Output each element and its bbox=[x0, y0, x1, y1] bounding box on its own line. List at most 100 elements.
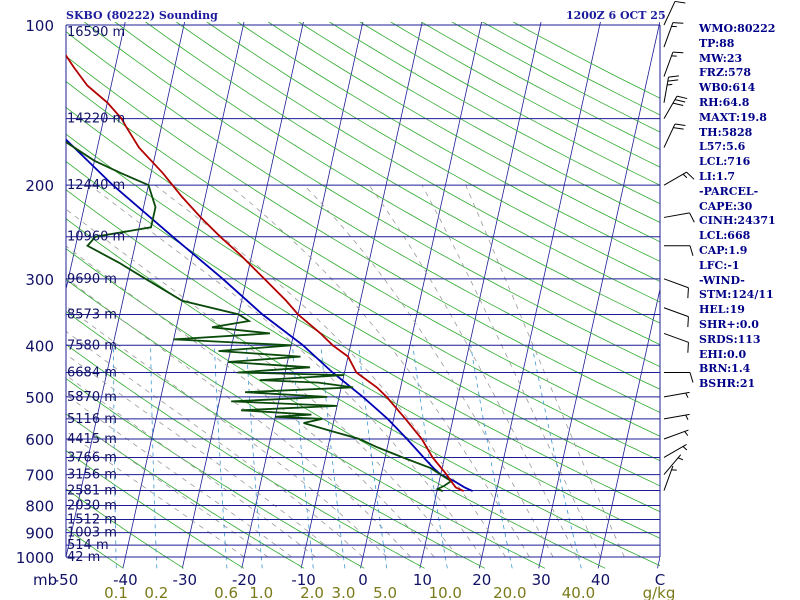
mixing-ratio-line bbox=[358, 345, 388, 569]
wind-barb-flag bbox=[672, 22, 684, 24]
dry-adiabat-line bbox=[66, 343, 425, 569]
wind-barb-flag bbox=[687, 342, 689, 353]
dry-adiabat-line bbox=[66, 160, 660, 513]
stat-line: HEL:19 bbox=[699, 303, 745, 317]
wind-barb bbox=[663, 22, 684, 48]
stat-line: L57:5.6 bbox=[699, 140, 746, 154]
isotherm-line bbox=[66, 22, 126, 291]
wind-barb bbox=[663, 454, 684, 475]
wind-barb bbox=[663, 95, 688, 119]
height-label: 2030 m bbox=[67, 498, 117, 513]
stat-line: SRDS:113 bbox=[699, 332, 761, 346]
wind-barb-staff bbox=[663, 22, 674, 48]
dry-adiabat-line bbox=[206, 22, 660, 282]
mixing-ratio-line bbox=[292, 345, 314, 569]
temperature-trace bbox=[66, 53, 465, 492]
wind-barb-staff bbox=[663, 413, 690, 420]
dry-adiabat-line bbox=[114, 22, 660, 346]
moist-adiabat-line bbox=[89, 184, 483, 558]
wind-barb-half-flag bbox=[677, 457, 684, 461]
wind-barb bbox=[663, 465, 677, 491]
mixing-ratio-line bbox=[412, 345, 448, 569]
wind-barb-staff bbox=[663, 77, 670, 103]
isotherm-line bbox=[300, 22, 423, 569]
dry-adiabat-line bbox=[66, 278, 546, 569]
stat-line: SHR+:0.0 bbox=[699, 317, 759, 331]
moist-adiabat-line bbox=[303, 184, 554, 558]
isotherm-line bbox=[360, 22, 483, 569]
height-label: 4415 m bbox=[67, 432, 117, 447]
mixing-ratio-line bbox=[213, 345, 228, 569]
wind-barb bbox=[663, 75, 679, 103]
height-label: 1003 m bbox=[67, 526, 117, 541]
valid-time: 1200Z 6 OCT 25 bbox=[566, 9, 666, 22]
temperature-tick-label: 40 bbox=[591, 571, 610, 589]
sounding-indices-panel: WMO:80222 TP:88 MW:23 FRZ:578 WB0:614 RH:64.8… bbox=[699, 22, 800, 392]
dry-adiabat-line bbox=[175, 22, 660, 303]
wind-barb-flag bbox=[686, 171, 695, 180]
isotherm-line bbox=[419, 22, 542, 569]
height-label: 16590 m bbox=[67, 25, 125, 40]
dry-adiabat-line bbox=[66, 55, 660, 413]
mixing-ratio-label: 3.0 bbox=[332, 584, 356, 600]
isotherm-line bbox=[478, 22, 601, 569]
wind-barb-flag bbox=[676, 95, 688, 100]
wind-barb-half-flag bbox=[682, 446, 688, 451]
pressure-unit-label: mb bbox=[33, 571, 57, 589]
dry-adiabat-line bbox=[66, 218, 660, 567]
dry-adiabat-line bbox=[66, 310, 485, 569]
stat-line: LCL:668 bbox=[699, 229, 751, 243]
wind-barb-half-flag bbox=[685, 392, 689, 398]
wind-barb-half-flag bbox=[684, 431, 689, 436]
mixing-ratio-label: 0.6 bbox=[214, 584, 238, 600]
moist-adiabat-line bbox=[421, 184, 601, 558]
pressure-label: 600 bbox=[25, 431, 54, 449]
pressure-label: 100 bbox=[25, 17, 54, 35]
height-label: 14220 m bbox=[67, 112, 125, 127]
pressure-label: 200 bbox=[25, 177, 54, 195]
height-label: 10960 m bbox=[67, 230, 125, 245]
temperature-tick-label: -30 bbox=[173, 571, 198, 589]
temperature-tick-label: -10 bbox=[291, 571, 316, 589]
wind-barb-half-flag bbox=[682, 173, 688, 179]
stat-line: TH:5828 bbox=[699, 125, 753, 139]
temperature-tick-label: -40 bbox=[113, 571, 138, 589]
dewpoint-trace bbox=[66, 141, 453, 492]
mixing-ratio-line bbox=[113, 345, 117, 569]
chart-title: SKBO (80222) Sounding bbox=[66, 9, 218, 22]
wind-barb bbox=[664, 372, 694, 383]
mixing-ratio-label: 0.2 bbox=[144, 584, 168, 600]
stat-line: -WIND- bbox=[699, 273, 745, 287]
sounding-traces bbox=[66, 53, 473, 492]
stat-line: BRN:1.4 bbox=[699, 362, 751, 376]
stat-line: EHI:0.0 bbox=[699, 347, 747, 361]
wind-barb bbox=[663, 391, 690, 398]
wind-barb bbox=[663, 429, 689, 440]
pressure-label: 700 bbox=[25, 467, 54, 485]
stat-line: CAPE:30 bbox=[699, 199, 753, 213]
pressure-label: 900 bbox=[25, 525, 54, 543]
height-label: 3766 m bbox=[67, 450, 117, 465]
height-label: 5870 m bbox=[67, 390, 117, 405]
height-label: 9690 m bbox=[67, 272, 117, 287]
dry-adiabat-line bbox=[145, 22, 660, 324]
mixing-ratio-label: 2.0 bbox=[300, 584, 324, 600]
height-label: 7580 m bbox=[67, 338, 117, 353]
wind-barb-flag bbox=[672, 102, 684, 106]
wind-barb-staff bbox=[663, 212, 690, 218]
dry-adiabat-line bbox=[236, 22, 660, 262]
stat-line: -PARCEL- bbox=[699, 184, 759, 198]
height-label: 3156 m bbox=[67, 468, 117, 483]
wind-barb bbox=[663, 307, 689, 328]
height-label: 12440 m bbox=[67, 178, 125, 193]
wind-barb-staff bbox=[663, 95, 678, 119]
mixing-ratio-label: 0.1 bbox=[104, 584, 128, 600]
wind-barb-staff bbox=[663, 171, 687, 186]
mixing-ratio-label: 20.0 bbox=[493, 584, 526, 600]
stat-line: WMO:80222 bbox=[699, 22, 776, 35]
wind-barb-flag bbox=[689, 212, 695, 223]
height-label: 8573 m bbox=[67, 307, 117, 322]
wind-barb bbox=[663, 0, 686, 26]
wind-barb-flag bbox=[674, 99, 686, 103]
